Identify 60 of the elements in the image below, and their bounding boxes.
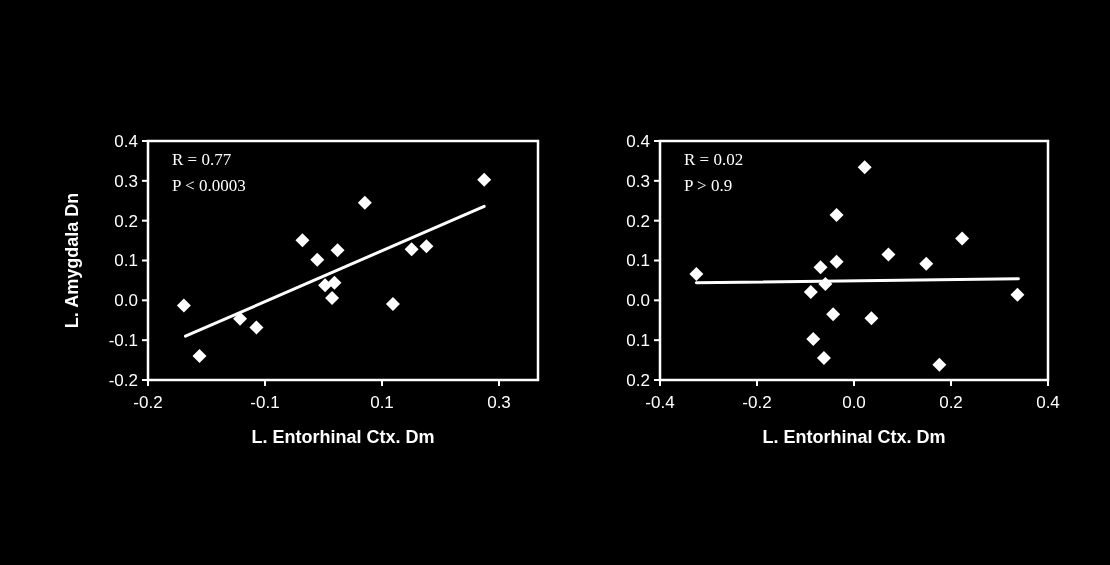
point [176, 298, 191, 313]
y-tick-label: 0.3 [114, 171, 138, 191]
point [955, 231, 970, 246]
point [295, 233, 310, 248]
x-tick-label: -0.2 [133, 393, 163, 412]
point [318, 278, 333, 293]
point [829, 208, 844, 223]
point [689, 267, 704, 282]
point [829, 254, 844, 269]
point [330, 243, 345, 258]
y-axis-title: L. Amygdala Dn [62, 192, 82, 329]
point [233, 311, 248, 326]
y-tick-label: 0.3 [626, 171, 650, 191]
y-tick-label: -0.1 [108, 331, 138, 351]
point [806, 331, 821, 346]
point [803, 284, 818, 299]
x-tick-label: -0.2 [742, 393, 772, 412]
point [477, 172, 492, 187]
y-tick-label: 0.2 [626, 211, 650, 231]
point [826, 307, 841, 322]
y-tick-label: -0.2 [108, 370, 138, 390]
x-tick-label: 0.0 [842, 393, 866, 412]
point [249, 320, 264, 335]
point [919, 256, 934, 271]
y-tick-label: 0.0 [626, 291, 650, 311]
point [404, 242, 419, 257]
x-tick-label: -0.4 [645, 393, 675, 412]
point [325, 290, 340, 305]
annotation: P < 0.0003 [172, 176, 246, 195]
point [864, 311, 879, 326]
y-tick-label: 0.2 [114, 211, 138, 231]
x-tick-label: -0.1 [250, 393, 280, 412]
x-axis-title: L. Entorhinal Ctx. Dm [251, 427, 435, 447]
annotation: P > 0.9 [684, 176, 733, 195]
point [357, 195, 372, 210]
x-tick-label: 0.1 [370, 393, 394, 412]
point [419, 239, 434, 254]
x-tick-label: 0.2 [939, 393, 963, 412]
x-tick-label: 0.4 [1036, 393, 1060, 412]
point [881, 247, 896, 262]
point [816, 351, 831, 366]
point [932, 357, 947, 372]
annotation: R = 0.02 [684, 150, 744, 169]
point [813, 260, 828, 275]
point [857, 160, 872, 175]
point [310, 252, 325, 267]
y-tick-label: 0.1 [626, 251, 650, 271]
point [385, 296, 400, 311]
point [1010, 287, 1025, 302]
y-tick-label: 0.4 [626, 131, 650, 151]
point [192, 349, 207, 364]
y-tick-label: 0.0 [114, 291, 138, 311]
x-axis-title: L. Entorhinal Ctx. Dm [762, 427, 946, 447]
y-tick-label: 0.1 [114, 251, 138, 271]
x-tick-label: 0.3 [487, 393, 511, 412]
y-tick-label: 0.2 [626, 370, 650, 390]
point [327, 275, 342, 290]
annotation: R = 0.77 [172, 150, 232, 169]
y-tick-label: 0.1 [626, 331, 650, 351]
y-tick-label: 0.4 [114, 131, 138, 151]
